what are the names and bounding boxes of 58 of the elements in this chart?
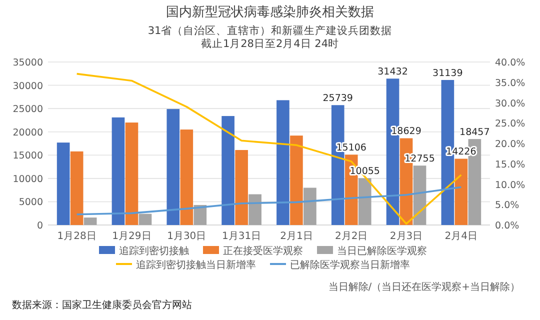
bar <box>358 178 372 225</box>
y2-tick-label: 35.0% <box>495 78 526 89</box>
x-tick-label: 1月29日 <box>112 231 152 242</box>
x-tick-label: 1月28日 <box>57 231 96 242</box>
data-label: 31139 <box>432 68 463 79</box>
data-label: 25739 <box>322 93 353 104</box>
legend-label: 已解除医学观察当日新增率 <box>290 259 410 271</box>
data-label: 31432 <box>378 66 408 78</box>
y2-tick-label: 5.0% <box>495 200 520 212</box>
x-tick-label: 2月2日 <box>334 231 368 242</box>
text: 截止1月28日至2月4日 24时 <box>200 37 340 50</box>
y-tick-label: 10000 <box>12 174 43 185</box>
line-series <box>76 186 462 216</box>
bar <box>222 116 234 225</box>
y-tick-label: 20000 <box>12 127 43 138</box>
source-note: 数据来源：国家卫生健康委员会官方网站 <box>12 299 192 311</box>
y-tick-label: 25000 <box>12 104 43 116</box>
y2-tick-label: 10.0% <box>495 180 526 191</box>
y2-tick-label: 25.0% <box>495 118 526 130</box>
legend-label: 当日已解除医学观察 <box>337 245 427 257</box>
y2-tick-label: 20.0% <box>495 139 526 150</box>
bar <box>84 218 97 225</box>
x-tick-label: 2月1日 <box>280 231 313 242</box>
bar <box>112 117 125 225</box>
bar <box>194 204 207 225</box>
bar <box>235 150 248 225</box>
y-tick-label: 5000 <box>18 197 43 208</box>
bar <box>138 214 152 225</box>
legend-label: 正在接受医学观察 <box>223 245 303 257</box>
data-label: 18457 <box>460 127 490 138</box>
y-tick-label: 30000 <box>12 80 43 92</box>
bar <box>125 122 138 225</box>
y2-tick-label: 40.0% <box>495 58 526 68</box>
bar <box>166 109 180 225</box>
y-tick-label: 0 <box>36 220 43 232</box>
y-tick-label: 15000 <box>12 150 43 162</box>
legend-label: 追踪到密切接触 <box>119 245 189 257</box>
bar <box>304 188 316 225</box>
x-tick-label: 1月31日 <box>222 231 262 242</box>
bar <box>70 151 84 225</box>
legend-label: 追踪到密切接触当日新增率 <box>136 259 256 271</box>
bar <box>56 142 70 225</box>
bar <box>180 130 194 225</box>
bar <box>290 136 303 225</box>
bar <box>248 194 262 225</box>
y2-tick-label: 30.0% <box>495 98 526 110</box>
y-tick-label: 35000 <box>12 58 43 68</box>
x-tick-label: 2月4日 <box>444 231 478 242</box>
y2-tick-label: 0.0% <box>495 220 520 232</box>
bar <box>276 100 290 225</box>
chart-subtitle: 31省（自治区、直辖市）和新疆生产建设兵团数据 <box>148 24 392 37</box>
text: 当日解除/（当日还在医学观察+当日解除） <box>328 281 520 293</box>
x-tick-label: 1月30日 <box>167 231 206 242</box>
y2-tick-label: 15.0% <box>495 159 526 170</box>
x-tick-label: 2月3日 <box>390 231 423 242</box>
bar <box>413 166 426 225</box>
bar <box>454 158 468 225</box>
chart-title: 国内新型冠状病毒感染肺炎相关数据 <box>166 5 374 20</box>
